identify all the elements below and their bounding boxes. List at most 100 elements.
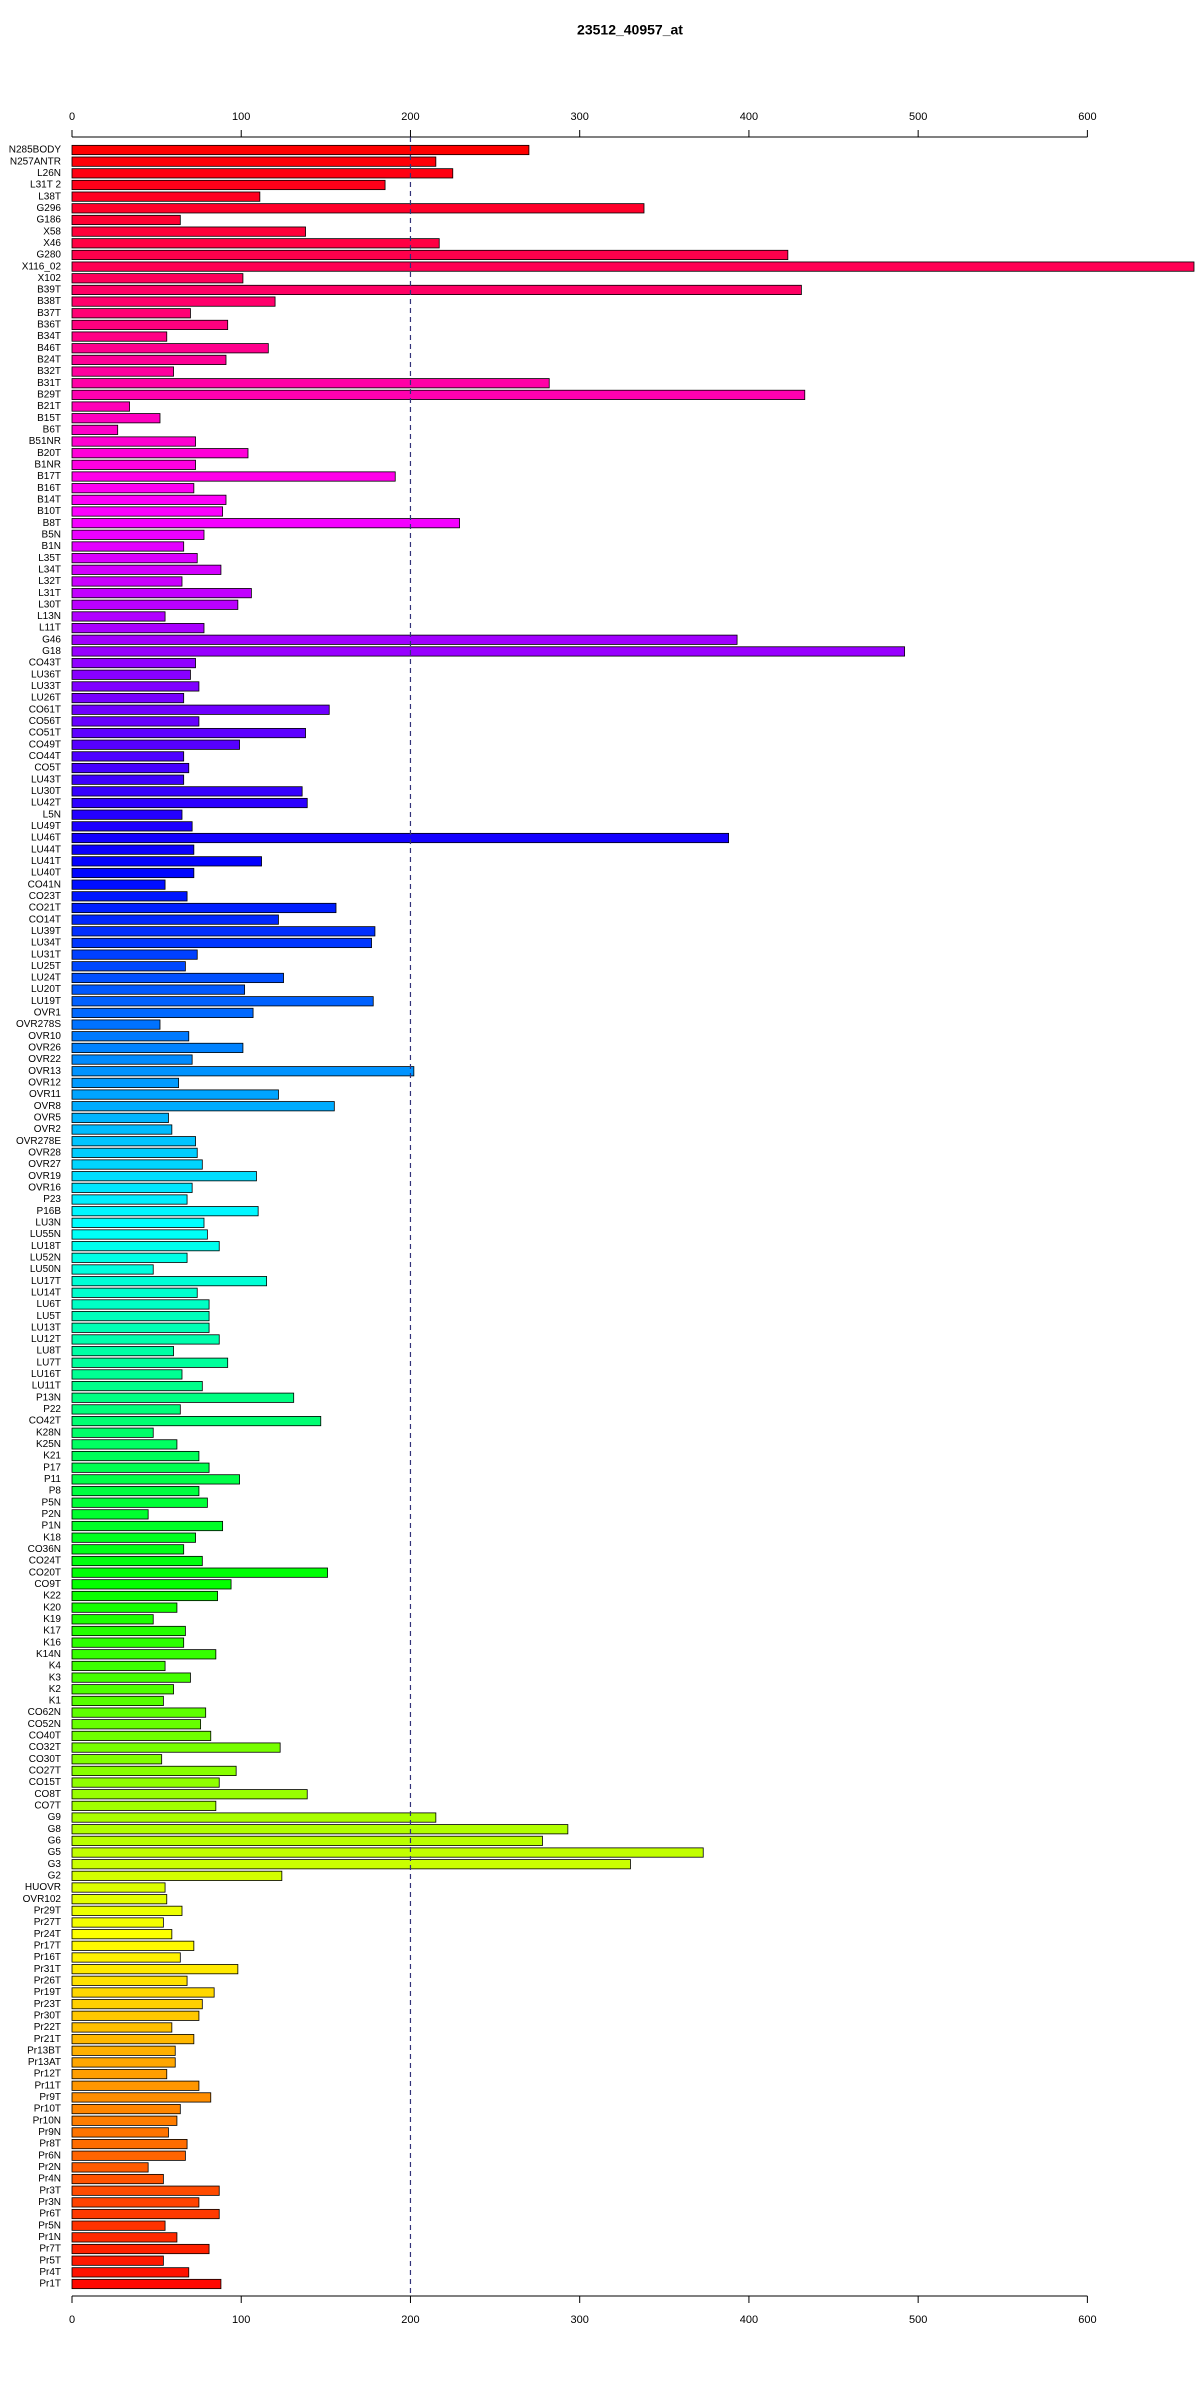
bar: [71, 1299, 210, 1310]
bar: [71, 937, 372, 949]
bar: [71, 681, 200, 692]
category-label: CO9T: [34, 1579, 61, 1590]
category-label: G6: [48, 1836, 62, 1847]
category-label: L26N: [37, 168, 61, 179]
category-label: K18: [43, 1532, 61, 1543]
bar: [71, 1311, 210, 1322]
category-label: LU44T: [31, 844, 61, 855]
bar: [71, 879, 166, 890]
bar: [71, 1369, 183, 1380]
category-label: G8: [48, 1824, 62, 1835]
category-label: Pr2N: [38, 2162, 61, 2173]
x-tick-label: 100: [232, 111, 250, 123]
category-label: CO40T: [29, 1731, 61, 1742]
bar: [71, 506, 224, 517]
bar: [71, 856, 262, 867]
category-label: LU55N: [30, 1229, 61, 1240]
category-label: Pr22T: [34, 2022, 61, 2033]
bar: [71, 1462, 210, 1473]
bar: [71, 471, 396, 482]
bar: [71, 669, 191, 680]
category-label: LU6T: [37, 1299, 61, 1310]
category-label: K2: [49, 1684, 62, 1695]
category-label: CO51T: [29, 728, 61, 739]
bar: [71, 1485, 200, 1497]
bar: [71, 214, 181, 226]
bar: [71, 1381, 203, 1392]
bar: [71, 203, 645, 214]
category-label: B20T: [37, 448, 61, 459]
bar: [71, 576, 183, 587]
category-label: B5N: [42, 529, 61, 540]
category-label: X102: [38, 273, 62, 284]
bar: [71, 343, 269, 354]
category-label: K22: [43, 1591, 61, 1602]
bar: [71, 191, 261, 202]
category-label: LU26T: [31, 693, 61, 704]
category-label: X46: [43, 238, 61, 249]
category-label: K3: [49, 1672, 62, 1683]
bar: [71, 1019, 161, 1030]
x-tick-label: 300: [571, 111, 589, 123]
category-label: B24T: [37, 355, 61, 366]
bar: [71, 832, 730, 844]
bar: [71, 1684, 174, 1695]
category-label: LU52N: [30, 1252, 61, 1263]
bar: [71, 1334, 220, 1345]
category-label: Pr5N: [38, 2220, 61, 2231]
category-label: B31T: [37, 378, 61, 389]
category-label: OVR5: [34, 1113, 62, 1124]
bar: [71, 1602, 178, 1613]
category-label: Pr9N: [38, 2127, 61, 2138]
category-label: G18: [42, 646, 61, 657]
bar: [71, 1077, 180, 1088]
bar: [71, 541, 185, 552]
category-label: P13N: [36, 1392, 61, 1403]
category-label: X58: [43, 226, 61, 237]
category-label: N257ANTR: [10, 156, 61, 167]
bar: [71, 366, 174, 377]
bar: [71, 1812, 437, 1823]
category-label: LU40T: [31, 868, 61, 879]
bar: [71, 693, 185, 704]
category-label: Pr23T: [34, 1999, 61, 2010]
bar: [71, 518, 460, 529]
category-label: CO14T: [29, 914, 61, 925]
bar: [71, 1859, 631, 1870]
bar: [71, 284, 802, 295]
category-label: OVR102: [23, 1894, 62, 1905]
x-tick-label: 200: [401, 111, 419, 123]
category-label: CO41N: [28, 879, 61, 890]
category-label: LU14T: [31, 1287, 61, 1298]
category-label: CO15T: [29, 1777, 61, 1788]
category-label: OVR1: [34, 1008, 62, 1019]
category-label: L11T: [39, 623, 61, 634]
bar: [71, 564, 222, 575]
bar: [71, 401, 130, 412]
category-label: Pr12T: [34, 2069, 61, 2080]
category-label: LU7T: [37, 1357, 61, 1368]
bar: [71, 424, 119, 435]
category-label: P11: [44, 1474, 61, 1485]
bar: [71, 1089, 279, 1100]
bar: [71, 1870, 283, 1881]
category-label: B1N: [42, 541, 61, 552]
bar: [71, 949, 198, 960]
category-label: B37T: [37, 308, 61, 319]
category-label: LU17T: [31, 1276, 61, 1287]
bar: [71, 844, 195, 855]
bar: [71, 273, 244, 284]
category-label: CO30T: [29, 1754, 61, 1765]
category-label: G186: [37, 215, 62, 226]
bar: [71, 2022, 173, 2033]
bar: [71, 2243, 210, 2255]
bar: [71, 2080, 200, 2091]
bar: [71, 2069, 168, 2080]
category-label: LU24T: [31, 973, 61, 984]
bar: [71, 972, 284, 984]
bar: [71, 1276, 268, 1287]
category-label: OVR11: [29, 1089, 61, 1100]
bar: [71, 2255, 164, 2266]
bar: [71, 996, 374, 1007]
